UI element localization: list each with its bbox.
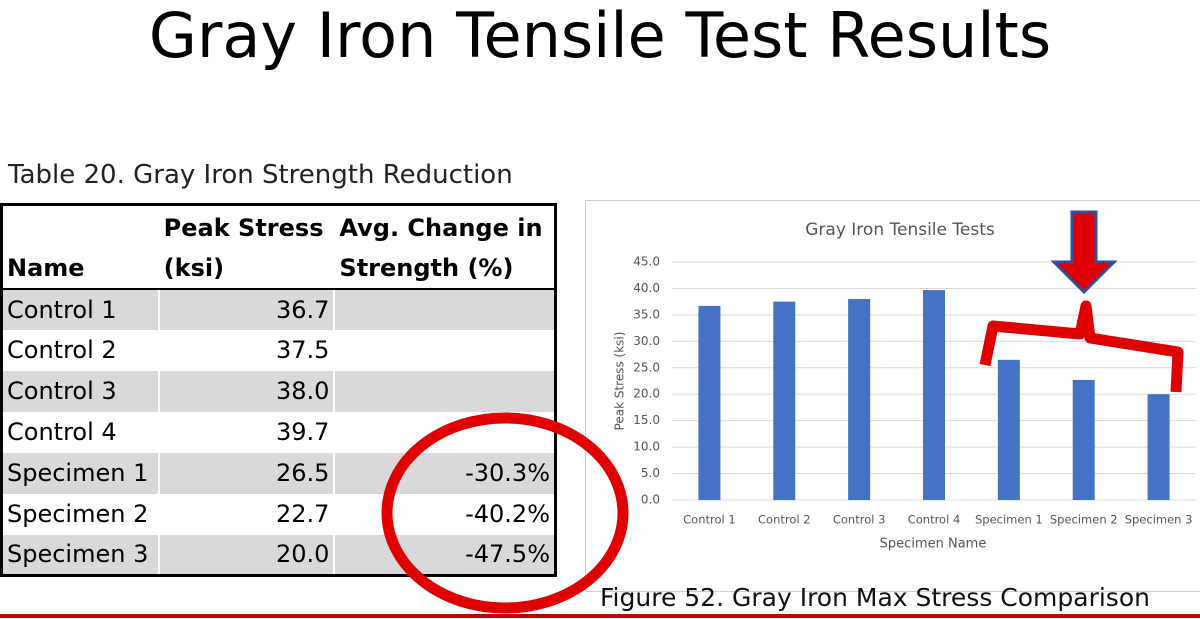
bar — [997, 359, 1020, 500]
y-tick-label: 5.0 — [641, 466, 660, 480]
bar — [1072, 379, 1095, 500]
x-tick-label: Control 2 — [758, 513, 811, 527]
table-caption: Table 20. Gray Iron Strength Reduction — [8, 160, 513, 190]
y-tick-label: 25.0 — [633, 360, 660, 374]
table-cell — [334, 288, 557, 330]
column-header: Peak Stress (ksi) — [158, 204, 336, 290]
data-table: Name Peak Stress (ksi) Avg. Change in Streng… — [0, 203, 557, 577]
header-line: Peak Stress — [163, 213, 324, 242]
header-line: (ksi) — [163, 253, 225, 282]
bar — [848, 299, 871, 500]
chart-title: Gray Iron Tensile Tests — [805, 220, 995, 240]
table-cell: 36.7 — [158, 288, 336, 330]
table-cell — [334, 329, 557, 371]
y-axis-label: Peak Stress (ksi) — [613, 332, 627, 431]
header-line: Name — [7, 253, 85, 282]
y-tick-label: 0.0 — [641, 493, 660, 507]
table-cell — [334, 370, 557, 412]
bar — [923, 290, 945, 500]
y-tick-label: 35.0 — [633, 307, 660, 321]
y-tick-label: 45.0 — [633, 255, 660, 269]
column-header: Name — [1, 204, 160, 290]
table-cell: Control 2 — [1, 329, 160, 371]
y-tick-label: 40.0 — [633, 281, 660, 295]
x-axis-label: Specimen Name — [880, 537, 987, 552]
y-tick-label: 10.0 — [633, 440, 660, 454]
figure-caption: Figure 52. Gray Iron Max Stress Comparis… — [600, 583, 1150, 612]
table-cell: Specimen 3 — [1, 534, 160, 576]
table-cell: 38.0 — [158, 370, 336, 412]
bar — [773, 301, 796, 500]
x-tick-label: Control 4 — [908, 513, 961, 527]
y-tick-label: 15.0 — [633, 413, 660, 427]
x-tick-label: Specimen 3 — [1125, 513, 1193, 527]
table-cell: 26.5 — [158, 452, 336, 494]
slide-title: Gray Iron Tensile Test Results — [148, 0, 1052, 72]
y-tick-label: 20.0 — [633, 387, 660, 401]
chart-frame — [585, 200, 1200, 592]
header-line: Avg. Change in — [339, 213, 543, 242]
x-tick-label: Control 1 — [683, 513, 736, 527]
table-cell: Control 4 — [1, 411, 160, 453]
bar — [1147, 394, 1170, 500]
table-cell: 39.7 — [158, 411, 336, 453]
table-cell: 20.0 — [158, 534, 336, 576]
y-tick-label: 30.0 — [633, 334, 660, 348]
divider — [0, 614, 1200, 618]
x-tick-label: Specimen 2 — [1050, 513, 1118, 527]
bar — [698, 305, 721, 500]
table-cell: Control 3 — [1, 370, 160, 412]
table-cell: Control 1 — [1, 288, 160, 330]
table-cell: Specimen 2 — [1, 493, 160, 535]
header-line: Strength (%) — [339, 253, 514, 282]
x-tick-label: Control 3 — [833, 513, 886, 527]
column-header: Avg. Change in Strength (%) — [334, 204, 557, 290]
x-tick-label: Specimen 1 — [975, 513, 1043, 527]
table-cell: Specimen 1 — [1, 452, 160, 494]
table-cell: 22.7 — [158, 493, 336, 535]
table-cell: 37.5 — [158, 329, 336, 371]
